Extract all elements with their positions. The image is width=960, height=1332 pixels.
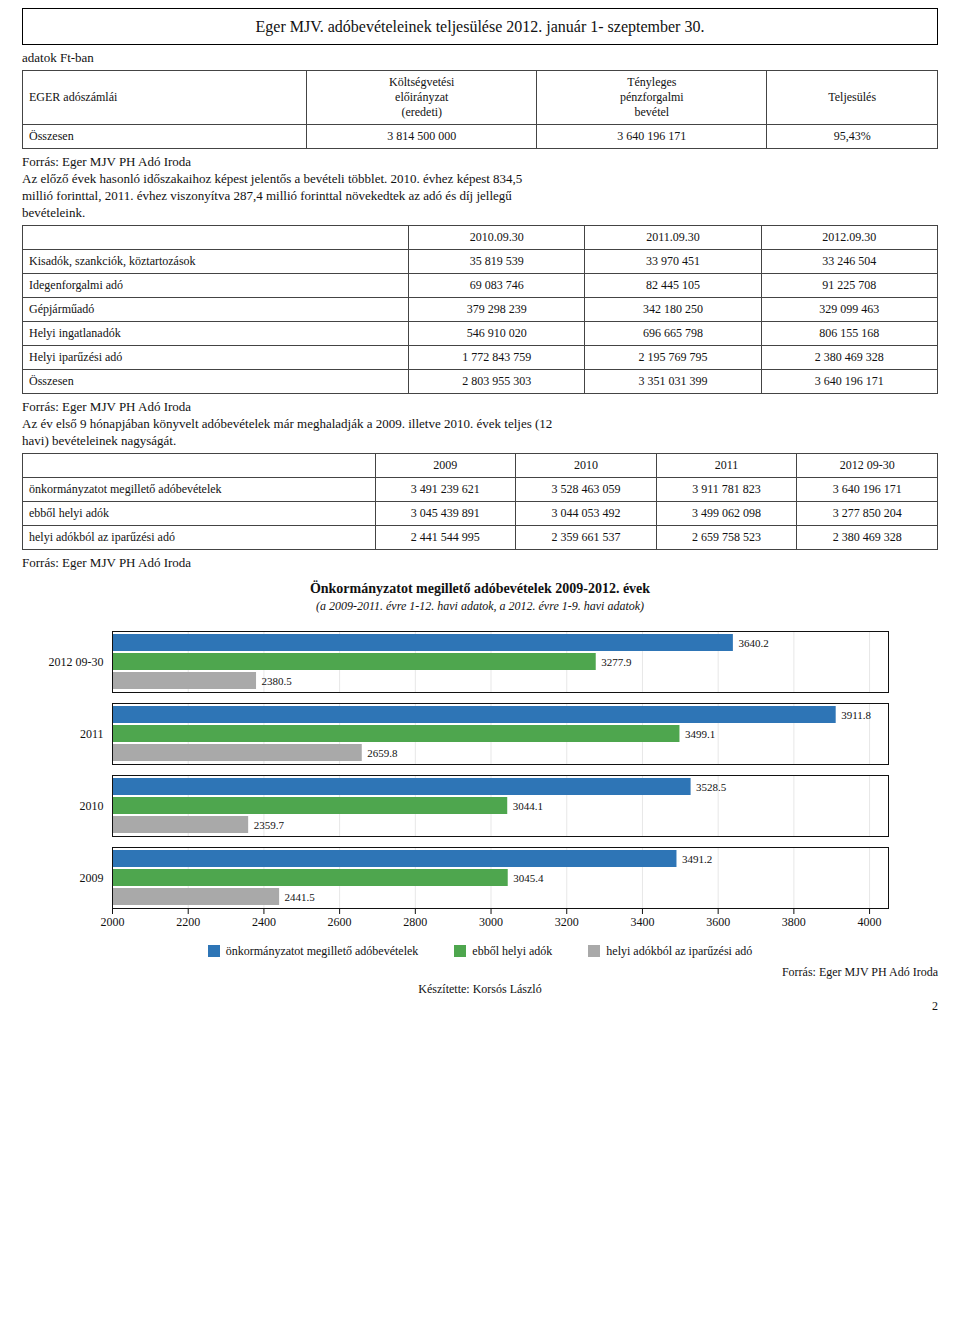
html-text:2 380 469 328: 2 380 469 328 (814, 350, 884, 364)
html-text:bevételeink.: bevételeink. (22, 205, 86, 220)
html-text:546 910 020: 546 910 020 (466, 326, 527, 340)
html-text:3 045 439 891: 3 045 439 891 (410, 506, 480, 520)
svg-text:3000: 3000 (479, 915, 503, 929)
html-text:önkormányzatot megillető adóbe: önkormányzatot megillető adóbevételek (29, 482, 222, 496)
html-text:havi) bevételeinek nagyságát.: havi) bevételeinek nagyságát. (22, 433, 177, 448)
html-text:2010: 2010 (574, 458, 598, 472)
html-text:2 195 769 795: 2 195 769 795 (638, 350, 708, 364)
svg-text:2600: 2600 (328, 915, 352, 929)
html-text:Idegenforgalmi adó: Idegenforgalmi adó (29, 278, 124, 292)
html-text:2011.09.30: 2011.09.30 (646, 230, 700, 244)
svg-text:3491.2: 3491.2 (682, 853, 712, 865)
html-text:3 814 500 000: 3 814 500 000 (387, 129, 457, 143)
html-text:3 911 781 823: 3 911 781 823 (692, 482, 761, 496)
html-text:95,43%: 95,43% (833, 129, 871, 143)
html-text:35 819 539: 35 819 539 (469, 254, 524, 268)
svg-text:3911.8: 3911.8 (841, 709, 871, 721)
html-text:2 380 469 328: 2 380 469 328 (832, 530, 902, 544)
html-text:2009: 2009 (433, 458, 458, 472)
html-text:3 640 196 171: 3 640 196 171 (814, 374, 884, 388)
svg-text:2441.5: 2441.5 (285, 891, 316, 903)
svg-text:2659.8: 2659.8 (367, 747, 398, 759)
svg-text:2380.5: 2380.5 (262, 675, 293, 687)
html-text:3 640 196 171: 3 640 196 171 (832, 482, 902, 496)
html-text:33 246 504: 33 246 504 (822, 254, 877, 268)
html-text:2012.09.30: 2012.09.30 (822, 230, 877, 244)
html-text:Helyi iparűzési adó: Helyi iparűzési adó (29, 350, 123, 364)
html-text:Összesen: Összesen (29, 129, 74, 143)
html-text:Forrás: Eger MJV PH Adó Iroda: Forrás: Eger MJV PH Adó Iroda (22, 399, 192, 414)
html-text:696 665 798: 696 665 798 (643, 326, 704, 340)
svg-text:2400: 2400 (252, 915, 276, 929)
html-text:Kisadók, szankciók, köztartozá: Kisadók, szankciók, köztartozások (29, 254, 196, 268)
html-text:2 803 955 303: 2 803 955 303 (462, 374, 532, 388)
svg-text:2012 09-30: 2012 09-30 (49, 655, 104, 669)
html-text:helyi adókból az iparűzési adó: helyi adókból az iparűzési adó (606, 944, 753, 958)
html-text:Önkormányzatot megillető adóbe: Önkormányzatot megillető adóbevételek 20… (309, 581, 651, 596)
html-text:2011: 2011 (714, 458, 739, 472)
html-text:ebből helyi adók: ebből helyi adók (472, 944, 553, 958)
html-text:379 298 239: 379 298 239 (466, 302, 527, 316)
svg-text:3640.2: 3640.2 (738, 637, 768, 649)
svg-text:2011: 2011 (80, 727, 104, 741)
svg-text:4000: 4000 (858, 915, 882, 929)
html-text:69 083 746: 69 083 746 (469, 278, 524, 292)
svg-text:3200: 3200 (555, 915, 579, 929)
svg-text:2800: 2800 (403, 915, 427, 929)
html-text:2 659 758 523: 2 659 758 523 (692, 530, 761, 544)
svg-text:2000: 2000 (101, 915, 125, 929)
html-text:3 044 053 492: 3 044 053 492 (551, 506, 621, 520)
html-text:Az előző évek hasonló időszaka: Az előző évek hasonló időszakaihoz képes… (22, 171, 523, 186)
svg-text:2359.7: 2359.7 (254, 819, 285, 831)
svg-text:3277.9: 3277.9 (601, 656, 632, 668)
html-text:3 351 031 399: 3 351 031 399 (638, 374, 708, 388)
html-text:Forrás: Eger MJV PH Adó Iroda: Forrás: Eger MJV PH Adó Iroda (781, 965, 938, 979)
html-text:33 970 451: 33 970 451 (646, 254, 701, 268)
html-text:2 359 661 537: 2 359 661 537 (551, 530, 621, 544)
svg-text:2009: 2009 (80, 871, 104, 885)
html-text:3 640 196 171: 3 640 196 171 (617, 129, 687, 143)
html-text:91 225 708: 91 225 708 (822, 278, 877, 292)
html-text:millió forinttal, 2011. évhez: millió forinttal, 2011. évhez viszonyítv… (22, 188, 512, 203)
svg-text:3528.5: 3528.5 (696, 781, 727, 793)
html-text:Készítette: Korsós László: Készítette: Korsós László (418, 982, 542, 996)
svg-text:2200: 2200 (176, 915, 200, 929)
html-text:806 155 168: 806 155 168 (819, 326, 880, 340)
html-text:2 441 544 995: 2 441 544 995 (410, 530, 480, 544)
html-text:Helyi ingatlanadók: Helyi ingatlanadók (29, 326, 121, 340)
html-text:2: 2 (932, 999, 938, 1013)
html-text:2012 09-30: 2012 09-30 (839, 458, 895, 472)
html-text:3 499 062 098: 3 499 062 098 (692, 506, 761, 520)
html-text:Eger MJV. adóbevételeinek telj: Eger MJV. adóbevételeinek teljesülése 20… (255, 18, 705, 35)
html-text:Forrás: Eger MJV PH Adó Iroda: Forrás: Eger MJV PH Adó Iroda (22, 154, 192, 169)
html-text:Forrás: Eger MJV PH Adó Iroda: Forrás: Eger MJV PH Adó Iroda (22, 555, 192, 570)
svg-text:3800: 3800 (782, 915, 806, 929)
html-text:329 099 463: 329 099 463 (819, 302, 880, 316)
html-text:ebből helyi adók: ebből helyi adók (29, 506, 109, 520)
html-text:önkormányzatot megillető adóbe: önkormányzatot megillető adóbevételek (225, 944, 419, 958)
html-text:3 491 239 621: 3 491 239 621 (410, 482, 480, 496)
html-text:Az év első 9 hónapjában könyve: Az év első 9 hónapjában könyvelt adóbevé… (22, 416, 553, 431)
svg-text:3600: 3600 (706, 915, 730, 929)
html-text:82 445 105: 82 445 105 (646, 278, 701, 292)
html-text:Költségvetési előirányzat (ere: Költségvetési előirányzat (eredeti) (389, 75, 455, 119)
html-text:Gépjárműadó: Gépjárműadó (29, 302, 95, 316)
html-text:Teljesülés: Teljesülés (828, 90, 877, 104)
html-text:3 277 850 204: 3 277 850 204 (832, 506, 902, 520)
html-text:342 180 250: 342 180 250 (643, 302, 704, 316)
html-text:2010.09.30: 2010.09.30 (469, 230, 524, 244)
svg-text:3499.1: 3499.1 (685, 728, 715, 740)
html-text:Összesen: Összesen (29, 374, 74, 388)
svg-text:2010: 2010 (80, 799, 104, 813)
html-text:Tényleges pénzforgalmi bevétel: Tényleges pénzforgalmi bevétel (619, 75, 684, 119)
svg-text:3400: 3400 (630, 915, 654, 929)
svg-text:3045.4: 3045.4 (513, 872, 544, 884)
html-text:EGER adószámlái: EGER adószámlái (29, 90, 118, 104)
html-text:1 772 843 759: 1 772 843 759 (462, 350, 532, 364)
html-text:(a 2009-2011. évre 1-12. havi: (a 2009-2011. évre 1-12. havi adatok, a … (315, 599, 645, 613)
svg-text:3044.1: 3044.1 (513, 800, 543, 812)
html-text:adatok Ft-ban: adatok Ft-ban (22, 50, 94, 65)
html-text:3 528 463 059: 3 528 463 059 (551, 482, 621, 496)
html-text:helyi adókból az iparűzési adó: helyi adókból az iparűzési adó (29, 530, 175, 544)
